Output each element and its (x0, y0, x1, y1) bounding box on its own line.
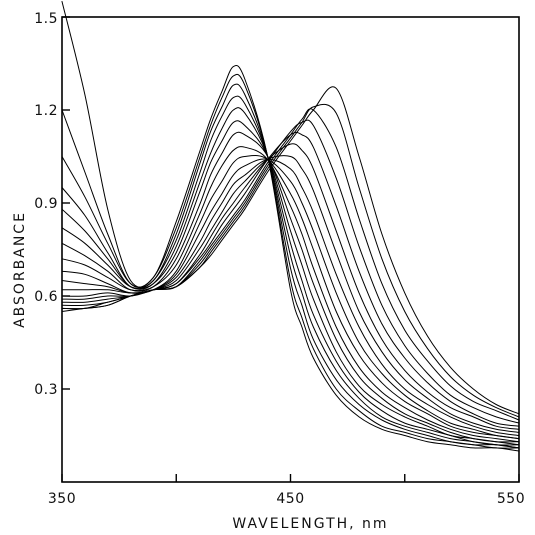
spectrum-curves (61, 1, 520, 452)
spectrum-curve-2 (61, 73, 520, 449)
x-tick-label: 450 (276, 491, 304, 507)
y-tick-label: 1.2 (34, 103, 58, 119)
spectrum-curve-12 (61, 155, 520, 433)
spectrum-curve-5 (61, 107, 520, 446)
spectrum-curve-11 (61, 159, 520, 436)
spectrum-curve-18 (61, 86, 520, 415)
spectrum-curve-6 (61, 120, 520, 446)
y-tick-label: 0.3 (34, 382, 58, 398)
y-axis-ticks: 0.3 0.6 0.9 1.2 1.5 (34, 11, 70, 398)
spectrum-curve-17 (61, 103, 520, 418)
x-tick-label: 350 (48, 491, 76, 507)
spectrum-curve-4 (61, 95, 520, 449)
plot-frame (61, 16, 520, 483)
spectrum-curve-15 (61, 119, 520, 424)
spectrum-curve-10 (61, 158, 520, 440)
x-tick-label: 550 (497, 491, 525, 507)
spectrum-curve-9 (61, 155, 520, 440)
y-axis-label: ABSORBANCE (12, 211, 28, 328)
spectrum-curve-8 (61, 146, 520, 443)
y-tick-label: 0.6 (34, 289, 58, 305)
spectrum-curve-1 (61, 1, 520, 452)
y-tick-label: 0.9 (34, 196, 58, 212)
spectrum-curve-16 (61, 108, 520, 421)
x-axis-ticks: 350 450 550 (48, 474, 525, 507)
y-tick-label: 1.5 (34, 11, 58, 27)
x-axis-label: WAVELENGTH, nm (232, 516, 388, 532)
